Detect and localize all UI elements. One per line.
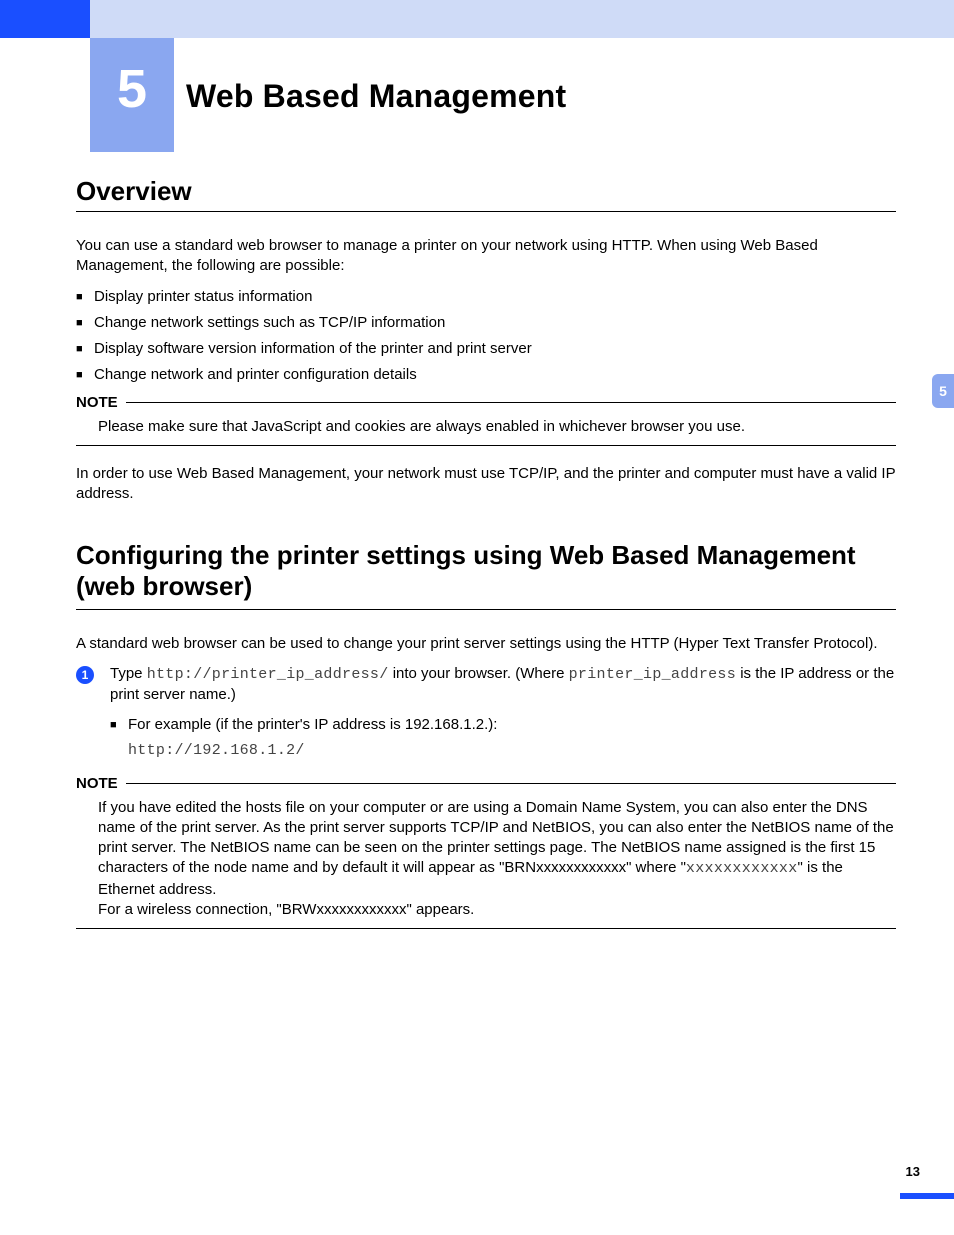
chapter-number: 5 — [90, 58, 174, 120]
list-item: Change network and printer configuration… — [76, 365, 896, 385]
text-fragment: Type — [110, 665, 147, 682]
list-item: Change network settings such as TCP/IP i… — [76, 313, 896, 333]
overview-after-note: In order to use Web Based Management, yo… — [76, 464, 896, 505]
list-item: Display software version information of … — [76, 339, 896, 359]
code-inline: http://printer_ip_address/ — [147, 666, 389, 683]
note-header-row: NOTE — [76, 394, 896, 411]
step-1-text: Type http://printer_ip_address/ into you… — [110, 664, 896, 706]
chapter-title: Web Based Management — [186, 78, 566, 115]
note-header-rule — [126, 402, 896, 403]
config-note: NOTE If you have edited the hosts file o… — [76, 775, 896, 930]
page: 5 Web Based Management 5 Overview You ca… — [0, 0, 954, 1235]
step-number-icon: 1 — [76, 666, 94, 684]
content-area: Overview You can use a standard web brow… — [76, 176, 896, 947]
text-fragment: into your browser. (Where — [389, 665, 569, 682]
page-number: 13 — [906, 1164, 920, 1179]
overview-rule — [76, 211, 896, 212]
step-1: 1 Type http://printer_ip_address/ into y… — [76, 664, 896, 759]
step-1-subbullets: For example (if the printer's IP address… — [110, 715, 896, 735]
note-label: NOTE — [76, 775, 118, 792]
overview-heading: Overview — [76, 176, 896, 207]
overview-note: NOTE Please make sure that JavaScript an… — [76, 394, 896, 446]
note-end-rule — [76, 928, 896, 929]
note-end-rule — [76, 445, 896, 446]
text-fragment: For a wireless connection, "BRWxxxxxxxxx… — [98, 901, 474, 918]
header-bar — [0, 0, 954, 38]
side-tab: 5 — [932, 374, 954, 408]
footer-accent-bar — [900, 1193, 954, 1199]
note-header-rule — [126, 783, 896, 784]
step-number: 1 — [82, 669, 89, 681]
overview-bullet-list: Display printer status information Chang… — [76, 287, 896, 386]
code-inline: xxxxxxxxxxxx — [686, 860, 798, 877]
config-rule — [76, 609, 896, 610]
note-body: Please make sure that JavaScript and coo… — [76, 411, 896, 445]
overview-intro: You can use a standard web browser to ma… — [76, 236, 896, 277]
code-line: http://192.168.1.2/ — [128, 742, 896, 759]
note-header-row: NOTE — [76, 775, 896, 792]
config-heading: Configuring the printer settings using W… — [76, 540, 896, 602]
note-body: If you have edited the hosts file on you… — [76, 792, 896, 929]
side-tab-label: 5 — [939, 383, 947, 399]
config-intro: A standard web browser can be used to ch… — [76, 634, 896, 654]
header-bar-accent — [0, 0, 90, 38]
code-inline: printer_ip_address — [569, 666, 736, 683]
list-item: Display printer status information — [76, 287, 896, 307]
list-item: For example (if the printer's IP address… — [110, 715, 896, 735]
note-label: NOTE — [76, 394, 118, 411]
